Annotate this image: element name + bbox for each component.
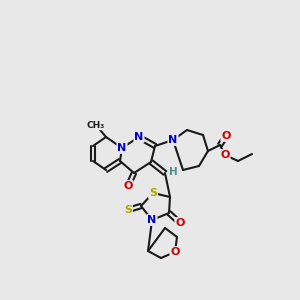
Text: N: N xyxy=(147,215,157,225)
Text: O: O xyxy=(220,150,230,160)
Text: O: O xyxy=(175,218,185,228)
Text: H: H xyxy=(169,167,177,177)
Text: O: O xyxy=(170,247,180,257)
Text: S: S xyxy=(124,205,132,215)
Text: O: O xyxy=(221,131,231,141)
Text: N: N xyxy=(117,143,127,153)
Text: CH₃: CH₃ xyxy=(87,121,105,130)
Text: O: O xyxy=(123,181,133,191)
Text: S: S xyxy=(149,188,157,198)
Text: N: N xyxy=(168,135,178,145)
Text: N: N xyxy=(134,132,144,142)
